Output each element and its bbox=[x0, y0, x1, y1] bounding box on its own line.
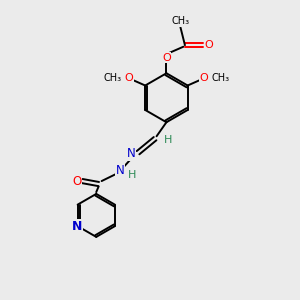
Text: O: O bbox=[162, 53, 171, 63]
Text: N: N bbox=[72, 220, 82, 232]
Text: CH₃: CH₃ bbox=[212, 73, 230, 83]
Text: CH₃: CH₃ bbox=[103, 73, 122, 83]
Text: N: N bbox=[116, 164, 124, 176]
Text: O: O bbox=[200, 73, 208, 83]
Text: N: N bbox=[127, 147, 136, 160]
Text: O: O bbox=[124, 73, 133, 83]
Text: H: H bbox=[164, 135, 172, 145]
Text: O: O bbox=[72, 175, 82, 188]
Text: CH₃: CH₃ bbox=[171, 16, 190, 26]
Text: H: H bbox=[128, 170, 136, 180]
Text: O: O bbox=[205, 40, 213, 50]
